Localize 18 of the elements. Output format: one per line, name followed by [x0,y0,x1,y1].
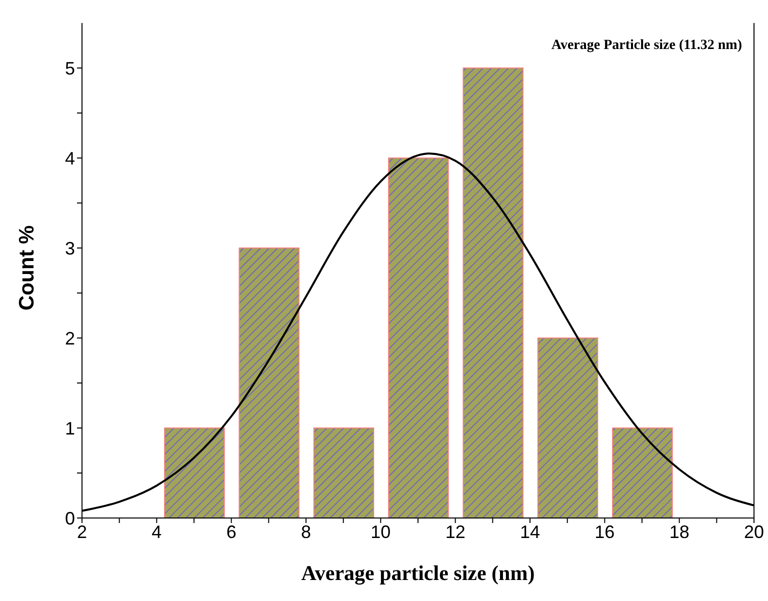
x-tick-label: 14 [520,522,540,542]
y-tick-label: 3 [64,238,75,258]
x-tick-label: 16 [594,522,615,542]
y-tick-label: 0 [64,508,75,528]
x-tick-label: 18 [669,522,690,542]
y-tick-label: 2 [64,328,75,348]
x-tick-label: 10 [370,522,391,542]
x-axis-title: Average particle size (nm) [301,561,535,585]
x-tick-label: 6 [226,522,236,542]
x-tick-label: 12 [445,522,466,542]
y-tick-label: 4 [64,148,75,168]
x-tick-label: 20 [744,522,764,542]
y-tick-label: 5 [64,58,75,78]
y-axis-title: Count % [15,225,38,310]
y-tick-label: 1 [64,418,75,438]
annotation: Average Particle size (11.32 nm) [551,38,742,54]
x-tick-label: 8 [300,522,312,542]
x-tick-label: 4 [152,522,162,542]
